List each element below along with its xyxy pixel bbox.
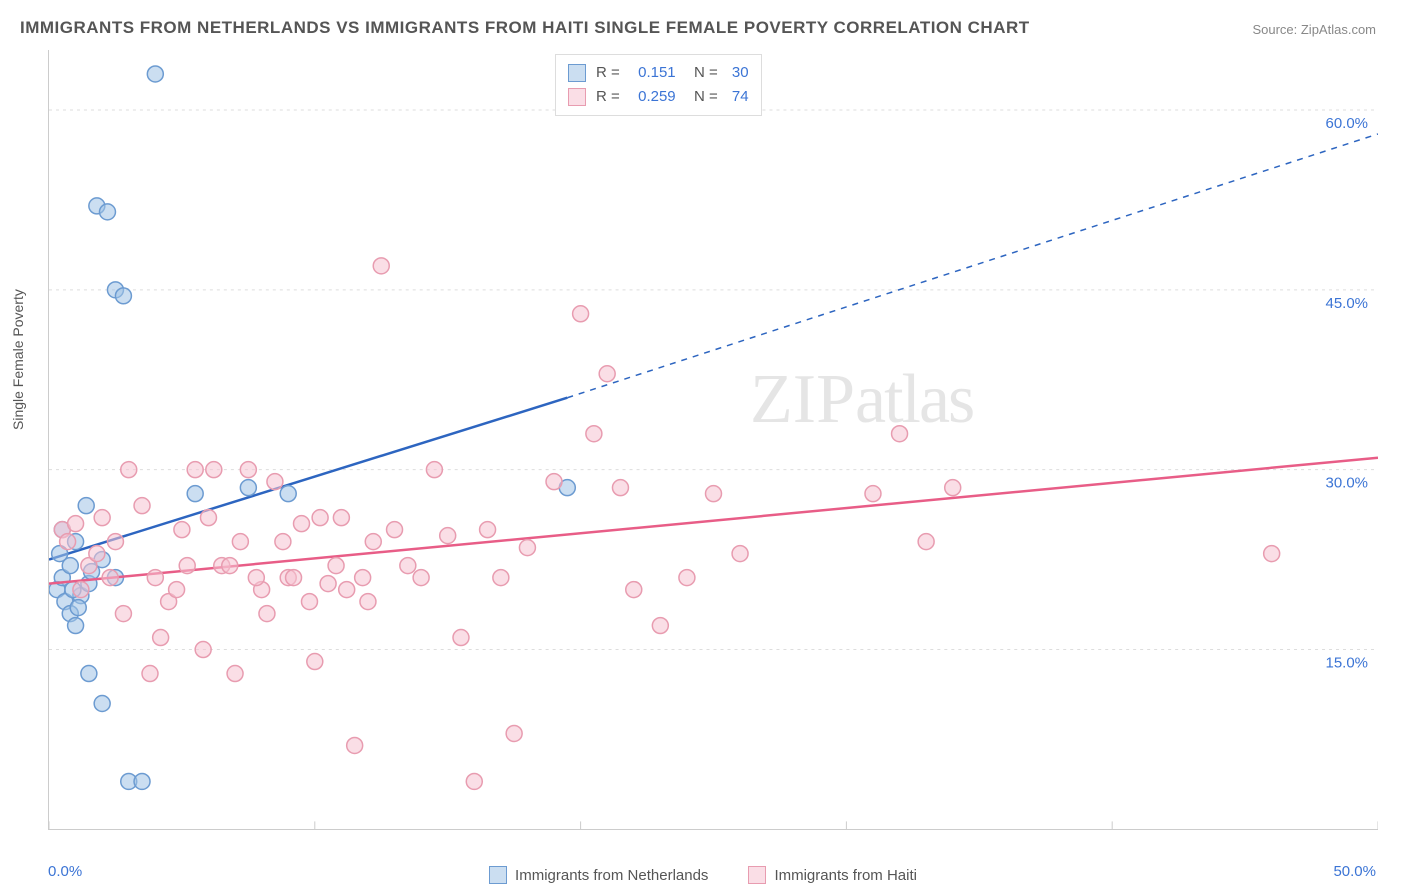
legend-bottom: Immigrants from Netherlands Immigrants f… [0, 866, 1406, 884]
legend-stats: R = 0.151 N = 30 R = 0.259 N = 74 [555, 54, 762, 116]
stat-r-label: R = [596, 85, 628, 109]
x-max-label: 50.0% [1333, 863, 1376, 880]
plot-svg: 15.0% 30.0% 45.0% 60.0% [49, 50, 1378, 829]
stat-n-value: 30 [732, 61, 749, 85]
stat-r-label: R = [596, 61, 628, 85]
swatch-icon [748, 866, 766, 884]
legend-stat-row: R = 0.151 N = 30 [568, 61, 749, 85]
stat-n-label: N = [686, 61, 722, 85]
svg-text:60.0%: 60.0% [1326, 115, 1368, 132]
swatch-icon [568, 64, 586, 82]
x-min-label: 0.0% [48, 863, 82, 880]
stat-r-value: 0.259 [638, 85, 676, 109]
svg-text:45.0%: 45.0% [1326, 295, 1368, 312]
plot-area: 15.0% 30.0% 45.0% 60.0% [48, 50, 1378, 830]
svg-text:30.0%: 30.0% [1326, 475, 1368, 492]
stat-n-label: N = [686, 85, 722, 109]
legend-item: Immigrants from Netherlands [489, 866, 708, 884]
swatch-icon [489, 866, 507, 884]
legend-label: Immigrants from Haiti [774, 867, 917, 884]
stat-n-value: 74 [732, 85, 749, 109]
source-label: Source: ZipAtlas.com [1252, 22, 1376, 37]
legend-label: Immigrants from Netherlands [515, 867, 708, 884]
y-axis-label: Single Female Poverty [10, 289, 26, 430]
legend-item: Immigrants from Haiti [748, 866, 917, 884]
stat-r-value: 0.151 [638, 61, 676, 85]
chart-title: IMMIGRANTS FROM NETHERLANDS VS IMMIGRANT… [20, 18, 1030, 38]
legend-stat-row: R = 0.259 N = 74 [568, 85, 749, 109]
swatch-icon [568, 88, 586, 106]
svg-text:15.0%: 15.0% [1326, 655, 1368, 672]
chart-container: { "title": "IMMIGRANTS FROM NETHERLANDS … [0, 0, 1406, 892]
